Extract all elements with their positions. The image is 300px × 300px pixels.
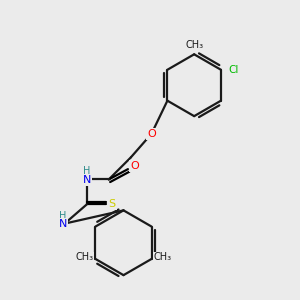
Text: Cl: Cl	[228, 65, 238, 75]
Text: H: H	[59, 211, 67, 221]
Text: H: H	[83, 167, 90, 176]
Text: O: O	[130, 161, 139, 171]
Text: S: S	[109, 200, 116, 209]
Text: CH₃: CH₃	[154, 253, 172, 262]
Text: CH₃: CH₃	[185, 40, 203, 50]
Text: N: N	[59, 219, 67, 229]
Text: CH₃: CH₃	[75, 253, 93, 262]
Text: O: O	[147, 129, 156, 139]
Text: N: N	[82, 175, 91, 185]
